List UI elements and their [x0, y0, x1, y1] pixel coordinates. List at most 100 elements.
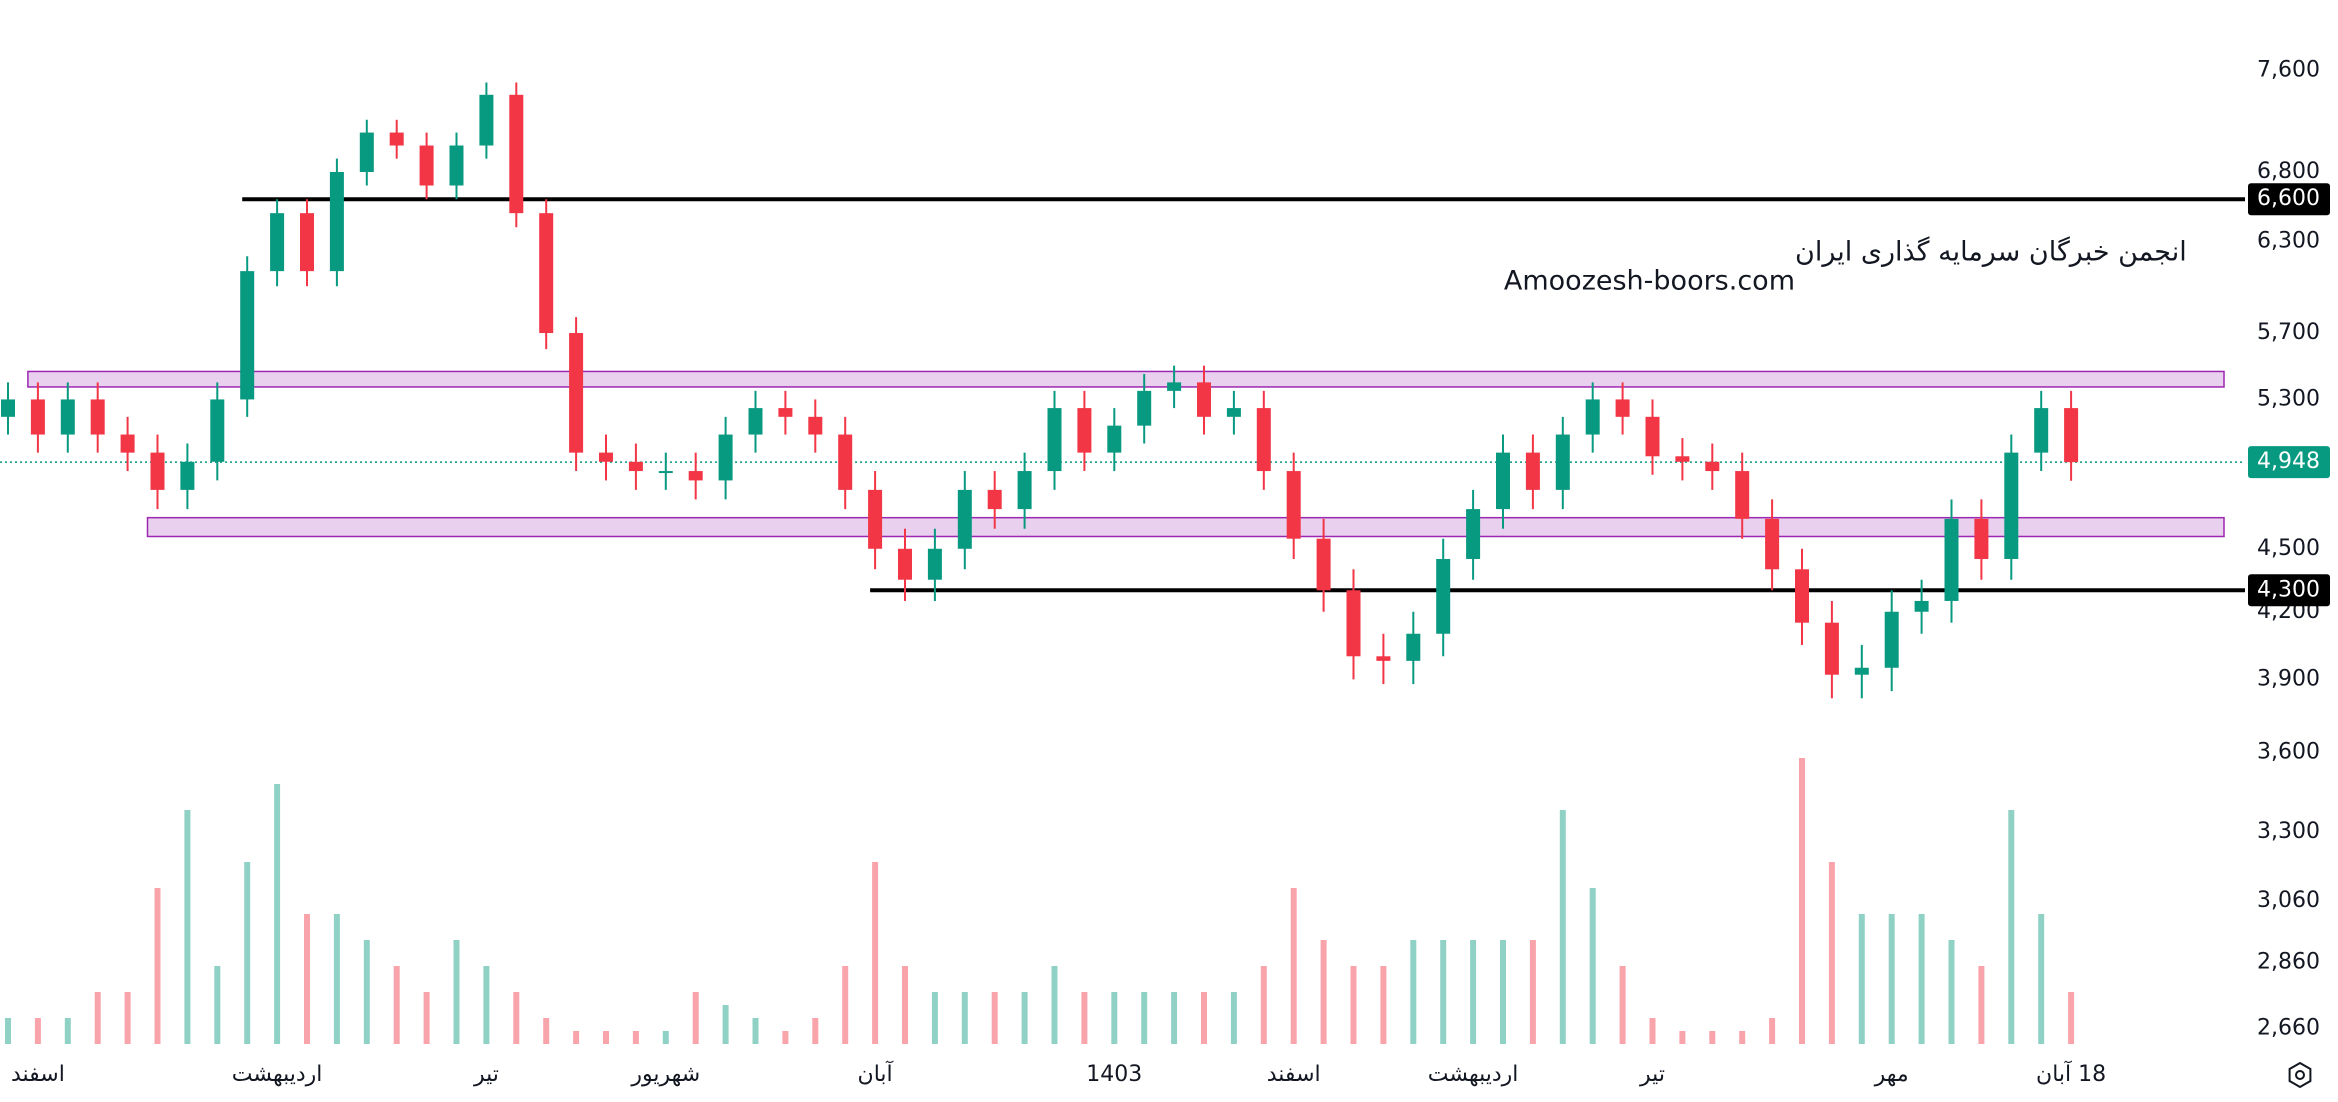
volume-layer: [5, 758, 2075, 1044]
volume-bar: [1799, 758, 1805, 1044]
candle-body: [509, 94, 524, 214]
x-tick-label: 1403: [1086, 1062, 1142, 1087]
volume-bar: [1470, 940, 1477, 1044]
candle-body: [359, 132, 374, 172]
candle-body: [120, 434, 135, 453]
y-tick-label: 3,900: [2257, 666, 2320, 691]
candle-body: [210, 399, 225, 462]
y-tick-label: 7,600: [2257, 57, 2320, 82]
candle-body: [270, 213, 285, 272]
price-tag: [2248, 574, 2330, 607]
volume-bar: [991, 992, 998, 1044]
volume-bar: [483, 966, 490, 1044]
candle-body: [300, 213, 314, 272]
candle-body: [1137, 390, 1152, 426]
candle-body: [1466, 509, 1481, 559]
volume-bar: [603, 1031, 609, 1044]
candle-body: [1705, 461, 1720, 472]
price-tag: [2248, 446, 2330, 479]
candle-body: [1047, 408, 1062, 472]
candle-body: [1944, 518, 1959, 601]
volume-bar: [244, 862, 251, 1044]
candle-body: [778, 408, 793, 417]
watermark: انجمن خبرگان سرمایه گذاری ایران: [1795, 236, 2187, 268]
volume-bar: [1679, 1031, 1686, 1044]
candle-body: [60, 399, 75, 435]
volume-bar: [124, 992, 131, 1044]
volume-bar: [961, 992, 968, 1044]
volume-bar: [1380, 966, 1387, 1044]
volume-bar: [453, 940, 460, 1044]
volume-bar: [902, 966, 908, 1044]
volume-bar: [1290, 888, 1297, 1044]
volume-bar: [1619, 966, 1626, 1044]
volume-bar: [304, 914, 310, 1044]
volume-bar: [94, 992, 101, 1044]
candle-body: [1854, 667, 1869, 675]
volume-bar: [1230, 992, 1237, 1044]
candle-body: [957, 489, 972, 549]
volume-bar: [1440, 940, 1447, 1044]
candle-body: [927, 548, 942, 580]
candle-body: [718, 434, 733, 481]
y-tick-label: 5,700: [2257, 320, 2320, 345]
volume-bar: [931, 992, 938, 1044]
volume-bar: [1171, 992, 1178, 1044]
volume-bar: [812, 1018, 819, 1044]
candle-body: [1795, 569, 1809, 623]
y-tick-label: 3,300: [2257, 819, 2320, 844]
volume-bar: [274, 784, 281, 1044]
candle-body: [688, 471, 703, 481]
y-tick-label: 6,300: [2257, 229, 2320, 254]
volume-bar: [1948, 940, 1955, 1044]
y-tick-label: 4,500: [2257, 536, 2320, 561]
candle-body: [2064, 408, 2079, 463]
candle-body: [539, 213, 554, 334]
candle-body: [240, 271, 255, 400]
volume-bar: [1709, 1031, 1716, 1044]
volume-bar: [1888, 914, 1895, 1044]
candle-body: [419, 145, 434, 186]
candle-body: [1436, 558, 1451, 634]
x-tick-label: تیر: [473, 1062, 499, 1087]
candle-body: [658, 471, 673, 474]
volume-bar: [154, 888, 161, 1044]
candle-body: [2004, 452, 2019, 559]
volume-bar: [1350, 966, 1357, 1044]
volume-bar: [363, 940, 370, 1044]
candle-body: [1525, 452, 1540, 490]
volume-bar: [1828, 862, 1835, 1044]
candle-body: [1675, 456, 1690, 462]
candle-body: [1914, 600, 1929, 612]
volume-bar: [1051, 966, 1058, 1044]
candle-body: [1376, 656, 1391, 661]
settings-icon[interactable]: [2288, 1061, 2312, 1089]
candle-body: [599, 452, 613, 462]
volume-bar: [393, 966, 400, 1044]
candle-body: [180, 461, 195, 490]
volume-bar: [184, 810, 191, 1044]
candle-body: [1765, 518, 1780, 570]
price-tag-label: 4,948: [2257, 449, 2320, 474]
candle-body: [1735, 471, 1750, 519]
volume-bar: [573, 1031, 580, 1044]
x-tick-label: مهر: [1874, 1062, 1909, 1087]
candle-body: [30, 399, 45, 435]
x-tick-label: 18 آبان: [2036, 1060, 2106, 1087]
candle-body: [1256, 408, 1271, 472]
volume-bar: [782, 1031, 789, 1044]
zone: [146, 516, 2225, 538]
candle-body: [1017, 471, 1032, 510]
volume-bar: [842, 966, 849, 1044]
volume-bar: [1978, 966, 1985, 1044]
x-tick-label: آبان: [858, 1060, 894, 1087]
volume-bar: [1141, 992, 1148, 1044]
candle-body: [1346, 590, 1361, 657]
candle-body: [1496, 452, 1510, 510]
volume-bar: [1111, 992, 1118, 1044]
volume-bar: [1589, 888, 1596, 1044]
volume-bar: [214, 966, 221, 1044]
volume-bar: [1201, 992, 1207, 1044]
volume-bar: [1559, 810, 1566, 1044]
candle-body: [1585, 399, 1600, 435]
